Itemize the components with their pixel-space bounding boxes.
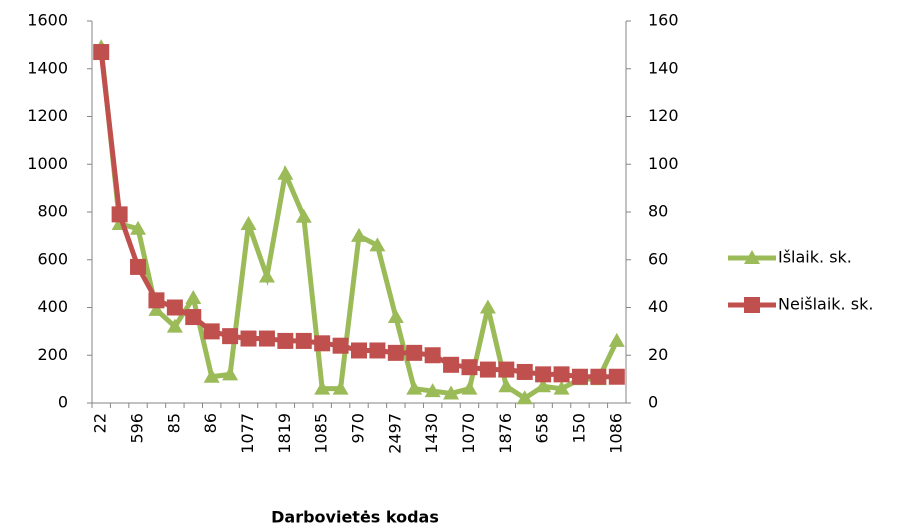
marker — [166, 299, 183, 316]
y2-tick-label: 160 — [648, 11, 679, 30]
marker — [203, 368, 220, 383]
x-tick-label: 85 — [164, 413, 183, 433]
marker — [387, 309, 404, 324]
series — [93, 44, 625, 385]
x-tick-label: 1086 — [606, 413, 625, 454]
marker — [406, 344, 423, 361]
x-tick-label: 970 — [349, 413, 368, 444]
legend-label: Išlaik. sk. — [778, 248, 852, 267]
marker — [130, 258, 147, 275]
marker — [351, 342, 367, 359]
marker — [222, 366, 239, 381]
y2-tick-label: 60 — [648, 249, 668, 268]
marker — [185, 289, 202, 304]
y2-tick-label: 20 — [648, 345, 668, 364]
y2-tick-label: 120 — [648, 106, 679, 125]
marker — [744, 297, 760, 313]
marker — [258, 330, 275, 347]
marker — [295, 208, 312, 223]
y2-tick-label: 40 — [648, 297, 668, 316]
marker — [240, 215, 257, 230]
marker — [498, 361, 515, 378]
marker — [744, 250, 760, 264]
y-tick-label: 600 — [37, 249, 68, 268]
marker — [130, 220, 147, 235]
y-tick-label: 1400 — [27, 58, 68, 77]
x-tick-label: 2497 — [385, 413, 404, 454]
marker — [148, 301, 165, 316]
marker — [277, 332, 294, 349]
marker — [461, 380, 478, 395]
marker — [608, 368, 625, 385]
marker — [203, 323, 220, 340]
y-tick-label: 400 — [37, 297, 68, 316]
marker — [369, 237, 386, 252]
y2-tick-label: 80 — [648, 202, 668, 221]
x-tick-label: 1077 — [238, 413, 257, 454]
marker — [424, 383, 441, 398]
marker — [314, 380, 331, 395]
x-tick-label: 22 — [91, 413, 110, 433]
legend-label: Neišlaik. sk. — [778, 295, 873, 314]
marker — [277, 165, 294, 180]
marker — [295, 332, 312, 349]
marker — [553, 366, 570, 383]
legend-item: Išlaik. sk. — [728, 248, 852, 267]
marker — [553, 380, 570, 395]
x-tick-label: 1430 — [422, 413, 441, 454]
legend-item: Neišlaik. sk. — [728, 295, 873, 314]
marker — [571, 368, 588, 385]
marker — [240, 330, 257, 347]
y-tick-label: 1600 — [27, 11, 68, 30]
marker — [608, 332, 625, 347]
marker — [258, 268, 275, 283]
y-tick-label: 0 — [58, 393, 68, 412]
marker — [166, 318, 183, 333]
marker — [498, 378, 515, 393]
marker — [332, 337, 349, 354]
x-tick-label: 150 — [569, 413, 588, 444]
marker — [461, 359, 478, 376]
marker — [479, 299, 496, 314]
x-tick-label: 658 — [533, 413, 552, 444]
y-tick-label: 1000 — [27, 154, 68, 173]
marker — [443, 385, 460, 400]
y-tick-label: 1200 — [27, 106, 68, 125]
marker — [93, 44, 110, 61]
x-axis-title: Darbovietės kodas — [271, 508, 439, 527]
y2-tick-label: 100 — [648, 154, 679, 173]
marker — [351, 227, 367, 242]
x-tick-label: 1876 — [496, 413, 515, 454]
marker — [516, 390, 533, 405]
x-tick-label: 1085 — [312, 413, 331, 454]
marker — [479, 361, 496, 378]
marker — [590, 368, 607, 385]
y-tick-label: 200 — [37, 345, 68, 364]
marker — [314, 335, 331, 352]
marker — [185, 309, 202, 326]
y2-tick-label: 0 — [648, 393, 658, 412]
x-tick-label: 86 — [201, 413, 220, 433]
marker — [387, 344, 404, 361]
marker — [516, 363, 533, 380]
x-tick-label: 596 — [128, 413, 147, 444]
series — [93, 39, 625, 405]
marker — [535, 366, 552, 383]
y-tick-label: 800 — [37, 202, 68, 221]
marker — [332, 380, 349, 395]
marker — [111, 206, 128, 223]
x-tick-label: 1070 — [459, 413, 478, 454]
y2-tick-label: 140 — [648, 58, 679, 77]
marker — [424, 347, 441, 364]
marker — [406, 380, 423, 395]
marker — [222, 328, 239, 345]
marker — [443, 356, 460, 373]
marker — [148, 292, 165, 309]
marker — [535, 378, 552, 393]
marker — [369, 342, 386, 359]
x-tick-label: 1819 — [275, 413, 294, 454]
